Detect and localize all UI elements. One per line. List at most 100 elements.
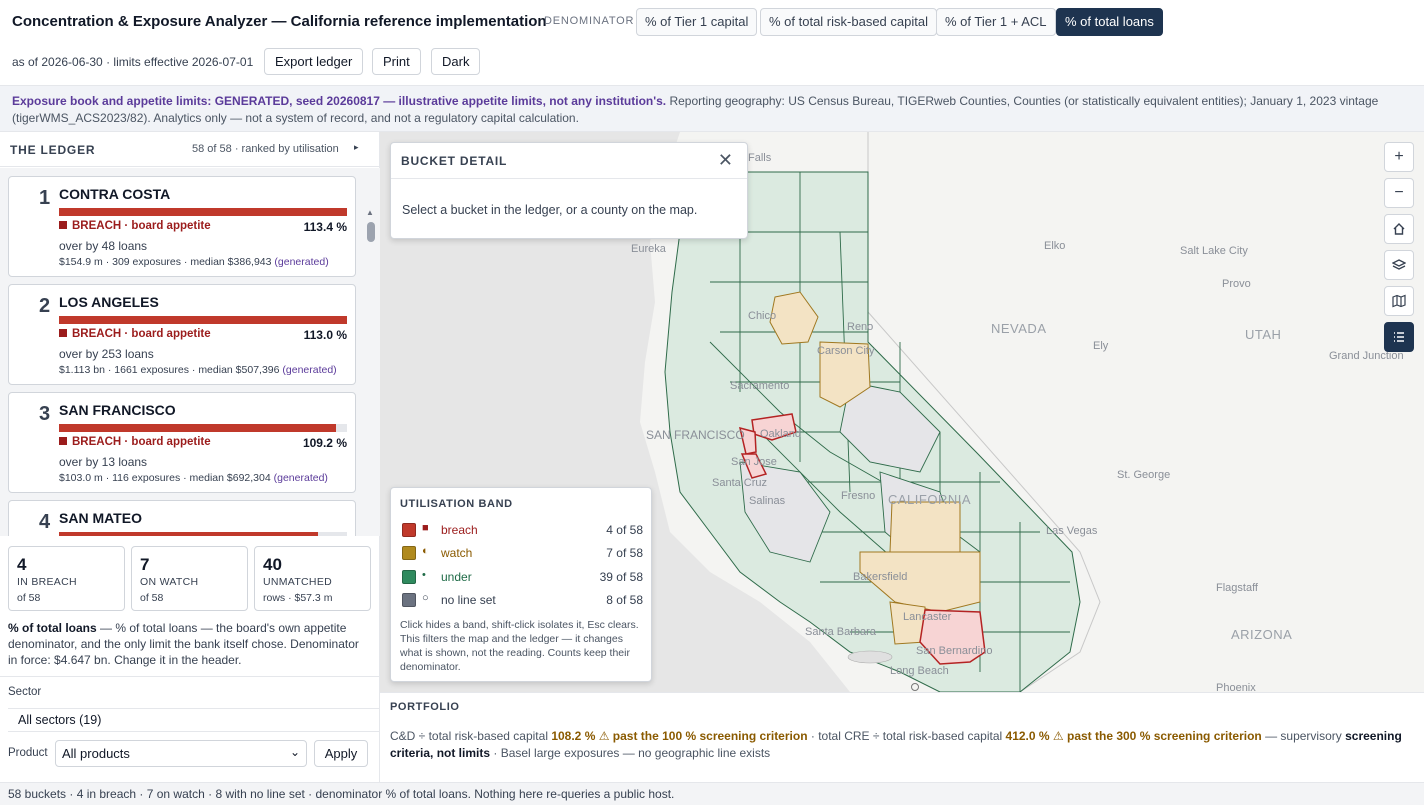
status-footer: 58 buckets · 4 in breach · 7 on watch · …: [0, 782, 1424, 805]
card-meta: $1.113 bn · 1661 exposures · median $507…: [59, 364, 337, 376]
map-place-label: Falls: [748, 152, 772, 164]
apply-button[interactable]: Apply: [314, 740, 368, 767]
card-rank: 1: [39, 187, 51, 209]
card-county-name: LOS ANGELES: [59, 294, 159, 310]
card-county-name: SAN FRANCISCO: [59, 402, 176, 418]
over-by-text: over by 48 loans: [59, 239, 148, 253]
app-header: Concentration & Exposure Analyzer — Cali…: [0, 0, 1424, 84]
stat-in-breach: 4 IN BREACH of 58: [8, 546, 125, 611]
map-place-label: Fresno: [841, 490, 876, 502]
portfolio-title: PORTFOLIO: [390, 701, 460, 713]
scroll-thumb[interactable]: [367, 222, 375, 242]
ledger-card[interactable]: 2 LOS ANGELES BREACH · board appetite 11…: [8, 284, 356, 385]
legend-band-no-line[interactable]: ○ no line set 8 of 58: [401, 591, 643, 609]
map-place-label: San Jose: [731, 456, 777, 468]
stat-number: 40: [263, 555, 282, 574]
map-place-label: Flagstaff: [1216, 582, 1258, 594]
bucket-detail-message: Select a bucket in the ledger, or a coun…: [402, 203, 698, 217]
map-place-label: Santa Cruz: [712, 477, 768, 489]
watch-county: [769, 291, 819, 345]
portfolio-text: · Basel large exposures — no geographic …: [490, 746, 771, 760]
zoom-out-icon[interactable]: −: [1384, 178, 1414, 208]
map-place-label: Lancaster: [903, 611, 952, 623]
product-select[interactable]: All products ⌄: [55, 740, 307, 767]
card-rank: 4: [39, 511, 51, 533]
print-button[interactable]: Print: [372, 48, 421, 75]
bucket-detail-panel: BUCKET DETAIL ✕ Select a bucket in the l…: [390, 142, 748, 239]
sector-label: Sector: [8, 686, 42, 698]
ledger-card[interactable]: 3 SAN FRANCISCO BREACH · board appetite …: [8, 392, 356, 493]
map-place-label: Oakland: [760, 428, 801, 440]
legend-band-name: under: [441, 570, 472, 584]
map-place-label: Eureka: [631, 243, 666, 255]
denominator-total-loans-button[interactable]: % of total loans: [1056, 8, 1163, 36]
stat-number: 4: [17, 555, 27, 574]
ledger-expand-icon[interactable]: ▸: [354, 142, 359, 152]
legend-band-count: 8 of 58: [606, 593, 643, 607]
map-place-label: Santa Barbara: [805, 626, 876, 638]
banner-text: Reporting geography: US Census Bureau, T…: [12, 94, 1379, 125]
utilisation-legend: UTILISATION BAND ■ breach 4 of 58 ◐ watc…: [390, 487, 652, 682]
portfolio-text: — supervisory: [1261, 729, 1346, 743]
legend-band-breach[interactable]: ■ breach 4 of 58: [401, 521, 643, 539]
legend-band-count: 4 of 58: [606, 523, 643, 537]
breach-square-icon: [59, 329, 67, 337]
breach-square-icon: [59, 437, 67, 445]
watch-county: [819, 341, 871, 408]
sector-filter[interactable]: All sectors (19): [8, 708, 380, 732]
map-region-label: UTAH: [1245, 327, 1282, 342]
scroll-up-icon[interactable]: ▲: [366, 208, 374, 217]
map-place-label: Salt Lake City: [1180, 245, 1248, 257]
map-place-label: Las Vegas: [1046, 525, 1098, 537]
ledger-panel: THE LEDGER 58 of 58 · ranked by utilisat…: [0, 132, 380, 782]
over-by-text: over by 13 loans: [59, 455, 148, 469]
legend-band-watch[interactable]: ◐ watch 7 of 58: [401, 544, 643, 562]
divider: [0, 676, 380, 677]
map-place-label: Provo: [1222, 278, 1251, 290]
cre-ratio-warning: 412.0 % ⚠ past the 300 % screening crite…: [1005, 729, 1262, 743]
map-icon[interactable]: [1384, 286, 1414, 316]
denominator-tier1-button[interactable]: % of Tier 1 capital: [636, 8, 758, 36]
map-place-label: Long Beach: [890, 665, 949, 677]
layers-icon[interactable]: [1384, 250, 1414, 280]
denominator-tier1-acl-button[interactable]: % of Tier 1 + ACL: [936, 8, 1056, 36]
as-of-date: as of 2026-06-30 · limits effective 2026…: [12, 55, 254, 69]
map-region-label: CALIFORNIA: [888, 492, 972, 507]
legend-band-name: no line set: [441, 593, 496, 607]
legend-help-text: Click hides a band, shift-click isolates…: [400, 619, 639, 673]
list-icon[interactable]: [1384, 322, 1414, 352]
swatch: [402, 570, 416, 584]
legend-band-count: 7 of 58: [606, 546, 643, 560]
denominator-note: % of total loans — % of total loans — th…: [8, 620, 370, 668]
ledger-scrollbar[interactable]: ▲ ▼: [366, 208, 376, 536]
stat-sub: of 58: [140, 592, 164, 604]
portfolio-summary: C&D ÷ total risk-based capital 108.2 % ⚠…: [390, 728, 1410, 762]
legend-band-under[interactable]: • under 39 of 58: [401, 568, 643, 586]
export-ledger-button[interactable]: Export ledger: [264, 48, 364, 75]
utilisation-fill: [59, 424, 337, 432]
cd-ratio-warning: 108.2 % ⚠ past the 100 % screening crite…: [551, 729, 808, 743]
ledger-card[interactable]: 4 SAN MATEO: [8, 500, 356, 536]
legend-band-count: 39 of 58: [599, 570, 643, 584]
swatch: [402, 523, 416, 537]
ledger-card[interactable]: 1 CONTRA COSTA BREACH · board appetite 1…: [8, 176, 356, 277]
close-icon[interactable]: ✕: [717, 150, 733, 170]
denominator-note-strong: % of total loans: [8, 621, 97, 635]
map-place-label: Bakersfield: [853, 571, 908, 583]
ledger-header: THE LEDGER 58 of 58 · ranked by utilisat…: [0, 132, 380, 167]
app-title: Concentration & Exposure Analyzer — Cali…: [12, 13, 547, 30]
zoom-in-icon[interactable]: +: [1384, 142, 1414, 172]
utilisation-fill: [59, 316, 347, 324]
ledger-title: THE LEDGER: [10, 143, 96, 157]
status-badge: BREACH · board appetite: [59, 436, 211, 448]
map-place-label: Grand Junction: [1329, 350, 1404, 362]
stat-label: UNMATCHED: [263, 576, 333, 588]
portfolio-text: · total CRE ÷ total risk-based capital: [807, 729, 1006, 743]
dark-mode-button[interactable]: Dark: [431, 48, 481, 75]
home-icon[interactable]: [1384, 214, 1414, 244]
status-badge: BREACH · board appetite: [59, 328, 211, 340]
county-map[interactable]: Falls Eureka Elko Salt Lake City Provo E…: [380, 132, 1424, 692]
map-region-label: NEVADA: [991, 321, 1047, 336]
island-marker: [911, 683, 919, 691]
denominator-total-rbc-button[interactable]: % of total risk-based capital: [760, 8, 937, 36]
